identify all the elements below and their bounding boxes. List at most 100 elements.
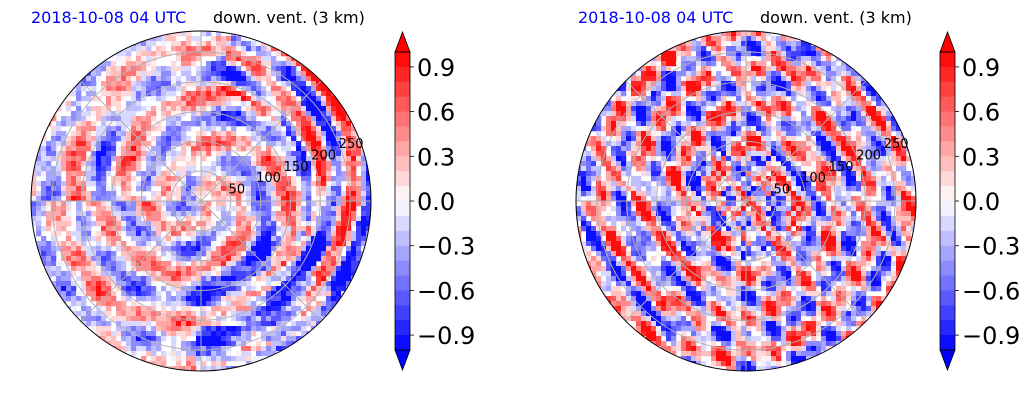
field-cell xyxy=(316,151,322,157)
field-cell xyxy=(661,91,667,97)
field-cell xyxy=(846,171,852,177)
field-cell xyxy=(126,166,132,172)
field-cell xyxy=(316,201,322,207)
field-cell xyxy=(66,96,72,102)
field-cell xyxy=(51,271,57,277)
field-cell xyxy=(266,236,272,242)
field-cell xyxy=(316,271,322,277)
field-cell xyxy=(216,341,222,347)
field-cell xyxy=(271,201,277,207)
field-cell xyxy=(276,281,282,287)
field-cell xyxy=(71,146,77,152)
field-cell xyxy=(756,141,762,147)
field-cell xyxy=(201,206,207,212)
field-cell xyxy=(366,211,371,217)
field-cell xyxy=(746,96,752,102)
field-cell xyxy=(271,356,277,362)
colorbar-segment xyxy=(395,245,410,262)
field-cell xyxy=(211,236,217,242)
field-cell xyxy=(711,131,717,137)
field-cell xyxy=(326,136,332,142)
field-cell xyxy=(651,186,657,192)
field-cell xyxy=(851,96,857,102)
field-cell xyxy=(251,66,257,72)
field-cell xyxy=(721,146,727,152)
field-cell xyxy=(141,126,147,132)
field-cell xyxy=(326,256,332,262)
field-cell xyxy=(651,66,657,72)
field-cell xyxy=(276,61,282,67)
field-cell xyxy=(821,166,827,172)
field-cell xyxy=(316,196,322,202)
field-cell xyxy=(821,131,827,137)
field-cell xyxy=(206,231,212,237)
field-cell xyxy=(651,146,657,152)
field-cell xyxy=(46,206,52,212)
field-cell xyxy=(271,161,277,167)
field-cell xyxy=(751,186,757,192)
field-cell xyxy=(241,311,247,317)
field-cell xyxy=(191,181,197,187)
field-cell xyxy=(201,336,207,342)
field-cell xyxy=(171,281,177,287)
field-cell xyxy=(196,241,202,247)
field-cell xyxy=(201,216,207,222)
field-cell xyxy=(71,256,77,262)
field-cell xyxy=(171,41,177,47)
radial-tick-label: 250 xyxy=(339,137,364,152)
field-cell xyxy=(806,46,812,52)
field-cell xyxy=(866,171,872,177)
field-cell xyxy=(286,121,292,127)
field-cell xyxy=(311,76,317,82)
field-cell xyxy=(361,246,367,252)
field-cell xyxy=(631,96,637,102)
field-cell xyxy=(671,171,677,177)
field-cell xyxy=(141,346,147,352)
field-cell xyxy=(211,91,217,97)
field-cell xyxy=(746,146,752,152)
field-cell xyxy=(241,76,247,82)
field-cell xyxy=(121,171,127,177)
field-cell xyxy=(696,46,702,52)
field-cell xyxy=(266,206,272,212)
field-cell xyxy=(881,156,887,162)
field-cell xyxy=(261,151,267,157)
field-cell xyxy=(306,136,312,142)
field-cell xyxy=(51,216,57,222)
field-cell xyxy=(166,351,172,357)
field-cell xyxy=(316,91,322,97)
field-cell xyxy=(66,116,72,122)
field-cell xyxy=(251,216,257,222)
field-cell xyxy=(246,326,252,332)
field-cell xyxy=(251,241,257,247)
field-cell xyxy=(126,91,132,97)
field-cell xyxy=(636,106,642,112)
field-cell xyxy=(156,121,162,127)
field-cell xyxy=(721,31,727,37)
field-cell xyxy=(716,156,722,162)
field-cell xyxy=(346,276,352,282)
field-cell xyxy=(101,81,107,87)
field-cell xyxy=(281,161,287,167)
field-cell xyxy=(106,281,112,287)
field-cell xyxy=(136,71,142,77)
field-cell xyxy=(131,76,137,82)
field-cell xyxy=(311,131,317,137)
field-cell xyxy=(261,61,267,67)
field-cell xyxy=(826,171,832,177)
field-cell xyxy=(181,71,187,77)
field-cell xyxy=(796,186,802,192)
field-cell xyxy=(266,161,272,167)
field-cell xyxy=(271,211,277,217)
field-cell xyxy=(336,291,342,297)
field-cell xyxy=(126,326,132,332)
left-polar-grid xyxy=(31,31,371,371)
field-cell xyxy=(721,36,727,42)
field-cell xyxy=(271,296,277,302)
field-cell xyxy=(286,326,292,332)
field-cell xyxy=(591,141,597,147)
field-cell xyxy=(171,206,177,212)
field-cell xyxy=(696,116,702,122)
field-cell xyxy=(86,76,92,82)
field-cell xyxy=(261,51,267,57)
